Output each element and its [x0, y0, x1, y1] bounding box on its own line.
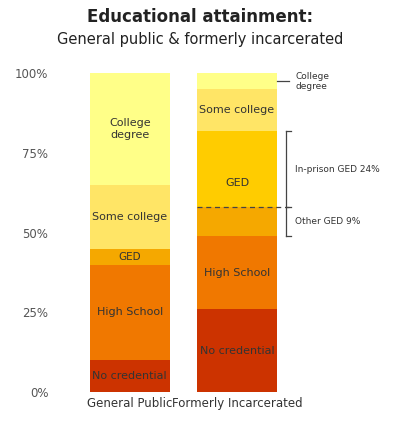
Bar: [197, 89, 277, 131]
Text: No credential: No credential: [200, 346, 274, 356]
Text: Some college: Some college: [200, 105, 274, 115]
Bar: [197, 207, 277, 236]
Bar: [90, 185, 170, 249]
Text: Some college: Some college: [92, 212, 167, 222]
Text: No credential: No credential: [92, 371, 167, 381]
Text: High School: High School: [97, 307, 163, 317]
Bar: [90, 74, 170, 185]
Bar: [90, 265, 170, 360]
Bar: [90, 249, 170, 265]
Bar: [197, 309, 277, 392]
Text: College
degree: College degree: [295, 72, 329, 91]
Bar: [197, 236, 277, 309]
Text: In-prison GED 24%: In-prison GED 24%: [295, 164, 380, 173]
Bar: [197, 131, 277, 207]
Text: College
degree: College degree: [109, 118, 151, 140]
Text: General public & formerly incarcerated: General public & formerly incarcerated: [57, 32, 343, 47]
Text: Other GED 9%: Other GED 9%: [295, 217, 360, 226]
Text: Educational attainment:: Educational attainment:: [87, 8, 313, 26]
Text: GED: GED: [225, 178, 249, 188]
Text: GED: GED: [118, 252, 141, 262]
Bar: [197, 74, 277, 89]
Bar: [90, 360, 170, 392]
Text: High School: High School: [204, 268, 270, 278]
